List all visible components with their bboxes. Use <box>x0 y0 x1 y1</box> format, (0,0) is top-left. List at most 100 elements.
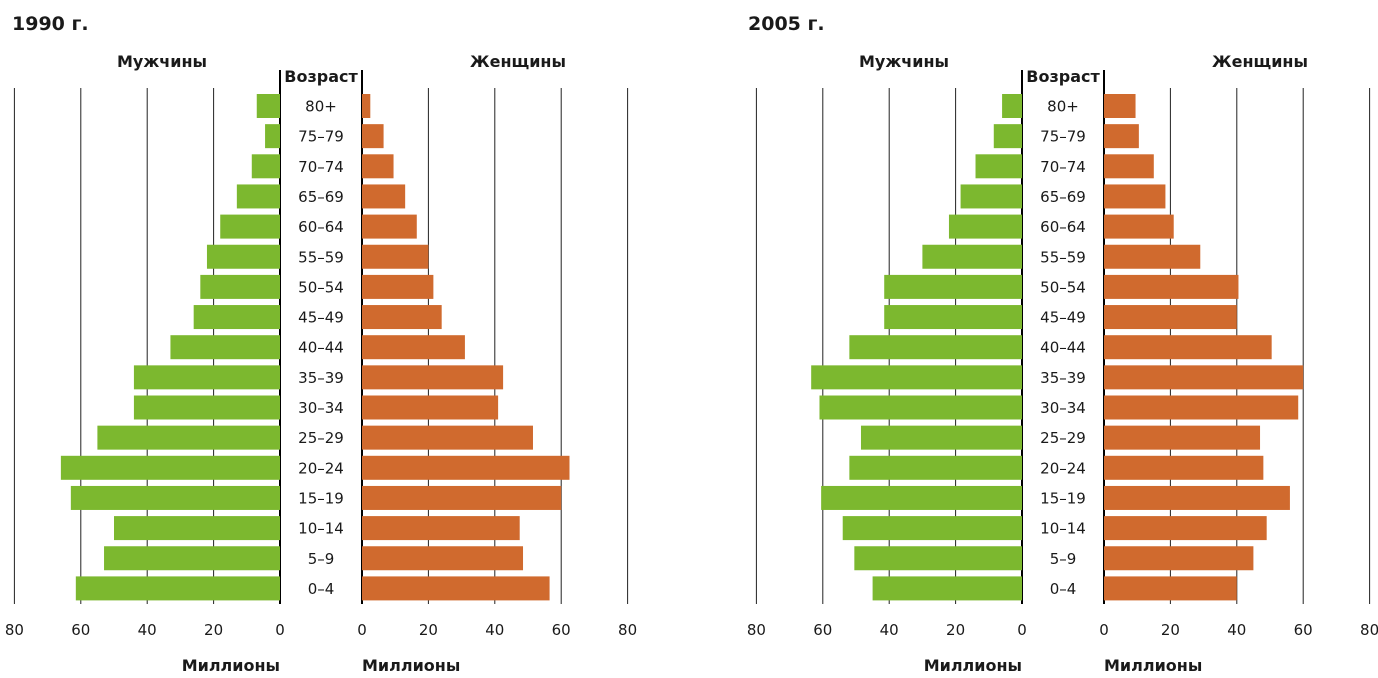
bar-female <box>1104 274 1239 299</box>
bar-female <box>1104 214 1174 239</box>
bar-male <box>960 184 1022 209</box>
age-label: 35–39 <box>1040 369 1086 387</box>
age-label: 45–49 <box>1040 309 1086 327</box>
bar-female <box>362 455 570 480</box>
age-label: 50–54 <box>1040 278 1086 296</box>
age-label: 35–39 <box>298 369 344 387</box>
age-label: 55–59 <box>1040 248 1086 266</box>
tick-label-right: 0 <box>357 621 367 639</box>
tick-label-left: 80 <box>5 621 24 639</box>
bar-female <box>362 576 550 601</box>
tick-label-right: 40 <box>1227 621 1246 639</box>
tick-label-right: 40 <box>485 621 504 639</box>
bar-female <box>1104 516 1267 541</box>
age-label: 0–4 <box>1050 580 1077 598</box>
tick-label-left: 60 <box>71 621 90 639</box>
age-label: 60–64 <box>298 218 344 236</box>
bar-female <box>1104 305 1237 330</box>
age-header: Возраст <box>1026 67 1100 86</box>
bar-male <box>133 395 280 420</box>
bar-female <box>1104 184 1166 209</box>
bar-male <box>922 244 1022 269</box>
bar-male <box>849 455 1022 480</box>
age-label: 60–64 <box>1040 218 1086 236</box>
age-label: 15–19 <box>298 489 344 507</box>
bar-male <box>97 425 281 450</box>
bar-male <box>220 214 280 239</box>
tick-label-left: 20 <box>204 621 223 639</box>
bar-male <box>884 274 1022 299</box>
tick-label-right: 80 <box>1360 621 1378 639</box>
bar-male <box>133 365 280 390</box>
bar-female <box>362 425 533 450</box>
tick-label-left: 40 <box>138 621 157 639</box>
bar-male <box>1002 94 1022 118</box>
bar-male <box>236 184 280 209</box>
bar-male <box>860 425 1022 450</box>
bar-male <box>251 154 280 179</box>
bar-male <box>819 395 1022 420</box>
bar-male <box>854 546 1022 571</box>
bar-male <box>104 546 280 571</box>
legend-female: Женщины <box>470 52 566 71</box>
tick-label-right: 80 <box>618 621 637 639</box>
age-label: 30–34 <box>298 399 344 417</box>
bar-female <box>362 546 524 571</box>
bar-female <box>1104 546 1254 571</box>
age-label: 10–14 <box>298 520 344 538</box>
bar-male <box>193 305 280 330</box>
bar-female <box>362 184 406 209</box>
tick-label-right: 60 <box>552 621 571 639</box>
chart-title: 2005 г. <box>748 13 825 35</box>
x-axis-label-left: Миллионы <box>182 656 280 674</box>
age-label: 15–19 <box>1040 489 1086 507</box>
bar-female <box>1104 485 1290 510</box>
age-label: 65–69 <box>1040 188 1086 206</box>
bar-female <box>1104 94 1136 118</box>
age-label: 30–34 <box>1040 399 1086 417</box>
bar-male <box>114 516 280 541</box>
age-label: 5–9 <box>1050 550 1077 568</box>
bar-female <box>362 154 394 179</box>
age-label: 40–44 <box>298 339 344 357</box>
age-label: 70–74 <box>298 158 344 176</box>
bar-female <box>1104 244 1201 269</box>
age-label: 20–24 <box>298 459 344 477</box>
bar-female <box>1104 335 1272 360</box>
bar-male <box>256 94 280 118</box>
legend-female: Женщины <box>1212 52 1308 71</box>
bar-female <box>362 244 429 269</box>
legend-male: Мужчины <box>859 52 949 71</box>
age-label: 0–4 <box>308 580 335 598</box>
bar-male <box>265 124 280 149</box>
age-label: 40–44 <box>1040 339 1086 357</box>
bar-female <box>1104 124 1139 149</box>
bar-female <box>362 274 434 299</box>
bar-female <box>1104 455 1264 480</box>
bar-male <box>170 335 280 360</box>
tick-label-left: 20 <box>946 621 965 639</box>
tick-label-left: 0 <box>1017 621 1027 639</box>
age-label: 5–9 <box>308 550 335 568</box>
bar-female <box>362 124 384 149</box>
bar-female <box>1104 365 1304 390</box>
bar-male <box>842 516 1022 541</box>
tick-label-left: 60 <box>813 621 832 639</box>
bar-male <box>993 124 1022 149</box>
tick-label-right: 20 <box>1161 621 1180 639</box>
age-label: 70–74 <box>1040 158 1086 176</box>
age-label: 25–29 <box>1040 429 1086 447</box>
bar-male <box>75 576 280 601</box>
age-label: 75–79 <box>1040 128 1086 146</box>
bar-male <box>821 485 1022 510</box>
bar-female <box>362 305 442 330</box>
bar-male <box>206 244 280 269</box>
age-label: 75–79 <box>298 128 344 146</box>
tick-label-left: 40 <box>880 621 899 639</box>
bar-male <box>849 335 1022 360</box>
x-axis-label-right: Миллионы <box>362 656 460 674</box>
bar-male <box>60 455 280 480</box>
bar-female <box>1104 576 1237 601</box>
